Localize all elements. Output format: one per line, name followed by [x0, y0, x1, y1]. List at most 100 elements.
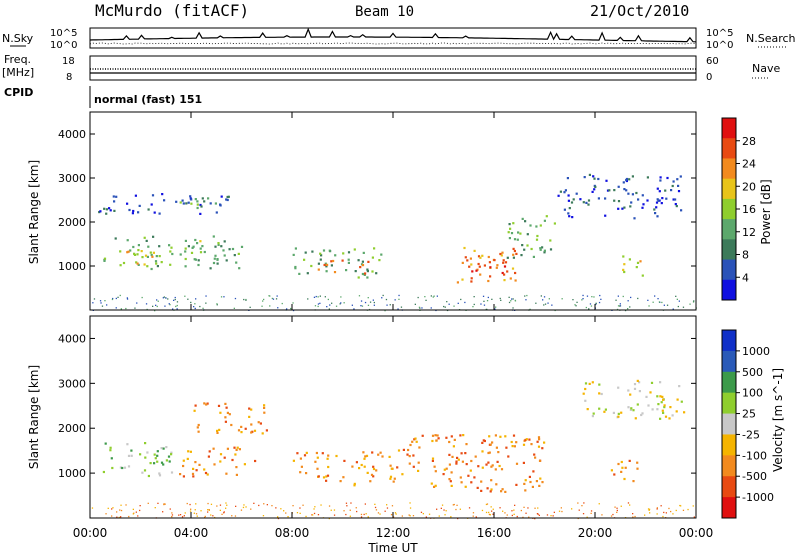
noise-strip: N.Sky 10^5 10^0 10^5 10^0 N.Search	[2, 27, 796, 51]
colorbar-swatch	[722, 392, 736, 415]
y-tick-label: 4000	[58, 332, 86, 345]
velocity-panel-frame	[89, 315, 697, 519]
colorbar-tick-label: -25	[742, 428, 760, 441]
data-region	[466, 259, 507, 276]
colorbar-tick-label: 24	[742, 158, 756, 171]
time-x-axis: 00:00 04:00 08:00 12:00 16:00 20:00 00:00	[73, 112, 714, 540]
colorbar-swatch	[722, 239, 736, 261]
freq-strip: Freq. [MHz] 18 8 60 0 Nave	[2, 53, 780, 83]
nsky-label: N.Sky	[2, 32, 34, 45]
colorbar-tick-label: -1000	[742, 491, 774, 504]
freq-strip-frame	[89, 55, 697, 81]
data-region	[582, 379, 686, 420]
data-region	[292, 451, 395, 487]
y-tick-label: 1000	[58, 467, 86, 480]
x-tick-label: 00:00	[73, 526, 108, 540]
x-tick-label: 08:00	[275, 526, 310, 540]
colorbar-swatch	[722, 118, 736, 139]
data-region	[184, 238, 202, 254]
colorbar-swatch	[722, 279, 736, 301]
nsky-tick-hi: 10^5	[50, 28, 77, 39]
freq-unit: [MHz]	[2, 66, 34, 79]
velocity-y-axis-label: Slant Range [km]	[27, 365, 41, 469]
data-region	[557, 173, 683, 220]
data-region	[179, 197, 217, 210]
x-tick-label: 04:00	[174, 526, 209, 540]
data-region	[317, 259, 370, 275]
colorbar-swatch	[722, 330, 736, 352]
x-tick-label: 00:00	[679, 526, 714, 540]
y-tick-label: 2000	[58, 422, 86, 435]
colorbar-tick-label: -500	[742, 470, 767, 483]
velocity-y-axis: 1000 2000 3000 4000	[58, 332, 696, 480]
nsearch-tick-hi: 10^5	[706, 28, 733, 39]
nsearch-label: N.Search	[746, 32, 796, 45]
nsearch-tick-lo: 10^0	[706, 40, 733, 51]
data-region	[622, 255, 644, 277]
freq-tick-lo: 8	[66, 72, 72, 83]
time-x-axis-label: Time UT	[367, 541, 418, 554]
data-region	[506, 215, 556, 259]
data-region	[179, 446, 257, 478]
colorbar-frame	[721, 329, 737, 519]
y-tick-label: 3000	[58, 377, 86, 390]
colorbar-tick-label: -100	[742, 449, 767, 462]
colorbar-swatch	[722, 413, 736, 435]
cpid-strip: CPID normal (fast) 151	[4, 86, 202, 108]
data-region	[98, 193, 230, 215]
nave-label: Nave	[752, 62, 780, 75]
data-region	[103, 235, 244, 271]
power-y-axis-label: Slant Range [km]	[27, 160, 41, 264]
nsearch-trace	[89, 42, 697, 45]
noise-strip-frame	[89, 27, 697, 49]
y-tick-label: 3000	[58, 172, 86, 185]
y-tick-label: 1000	[58, 260, 86, 273]
velocity-data	[91, 379, 695, 520]
power-y-axis: 1000 2000 3000 4000	[58, 128, 696, 273]
power-colorbar-label: Power [dB]	[759, 179, 773, 244]
freq-label: Freq.	[4, 53, 31, 66]
data-region	[610, 459, 639, 483]
colorbar-tick-label: 25	[742, 408, 756, 421]
colorbar-tick-label: 8	[742, 249, 749, 262]
data-region	[292, 247, 383, 279]
cpid-value: normal (fast) 151	[94, 93, 202, 106]
colorbar-tick-label: 500	[742, 366, 763, 379]
station-title: McMurdo (fitACF)	[95, 1, 249, 20]
x-tick-label: 20:00	[578, 526, 613, 540]
x-tick-label: 16:00	[477, 526, 512, 540]
colorbar-tick-label: 28	[742, 135, 756, 148]
power-colorbar: 28 24 20 16 12 8 4	[721, 117, 756, 301]
velocity-colorbar: 1000 500 100 25 -25 -100 -500 -1000	[721, 329, 774, 519]
colorbar-swatch	[722, 219, 736, 240]
colorbar-tick-label: 4	[742, 271, 749, 284]
nsky-trace	[89, 27, 697, 43]
nsky-tick-lo: 10^0	[50, 40, 77, 51]
nave-tick-lo: 0	[706, 72, 712, 83]
colorbar-tick-label: 12	[742, 226, 756, 239]
colorbar-tick-label: 16	[742, 203, 756, 216]
y-tick-label: 4000	[58, 128, 86, 141]
data-region	[193, 402, 268, 435]
nave-tick-hi: 60	[706, 56, 719, 67]
freq-tick-hi: 18	[62, 56, 75, 67]
x-tick-label: 12:00	[376, 526, 411, 540]
velocity-colorbar-label: Velocity [m s^-1]	[771, 368, 785, 472]
colorbar-swatch	[722, 497, 736, 519]
colorbar-swatch	[722, 198, 736, 220]
power-panel-frame	[89, 111, 697, 311]
ground-scatter	[92, 294, 697, 312]
colorbar-swatch	[722, 259, 736, 281]
colorbar-swatch	[722, 138, 736, 159]
colorbar-swatch	[722, 434, 736, 456]
colorbar-swatch	[722, 455, 736, 477]
cpid-label: CPID	[4, 86, 33, 99]
colorbar-swatch	[722, 371, 736, 394]
power-panel: 1000 2000 3000 4000 Slant Range [km]	[27, 111, 697, 312]
data-region	[393, 434, 546, 493]
power-data	[92, 173, 697, 312]
date-label: 21/Oct/2010	[590, 2, 689, 20]
data-region	[102, 442, 174, 478]
